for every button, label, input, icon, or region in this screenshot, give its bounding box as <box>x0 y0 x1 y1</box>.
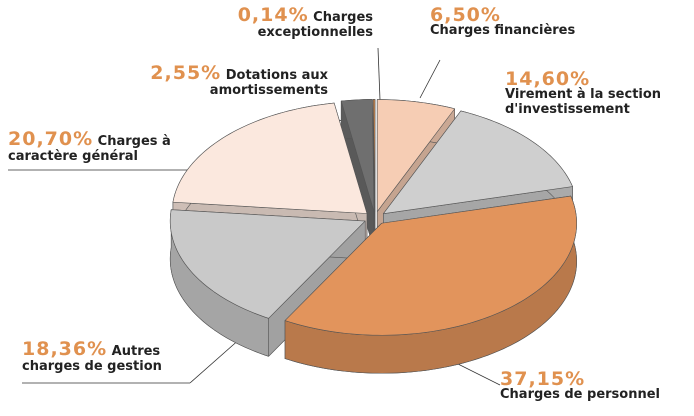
category-label: Charges de personnel <box>500 387 660 402</box>
value-label: 6,50% <box>430 4 501 26</box>
category-label: Autres charges de gestion <box>22 344 162 374</box>
slice-label: 6,50% Charges financières <box>430 4 650 39</box>
leader <box>419 59 441 99</box>
slice-top <box>376 99 455 212</box>
slice-top <box>383 110 573 215</box>
value-label: 18,36% <box>22 338 108 360</box>
category-label: Charges exceptionnelles <box>257 10 373 40</box>
slice-top <box>284 195 577 336</box>
category-label: Virement à la section d'investissement <box>505 87 662 117</box>
slice-label: 2,55% Dotations aux amortissements <box>100 64 328 99</box>
slice-top <box>372 99 376 212</box>
pie <box>169 99 577 374</box>
slice <box>169 209 366 357</box>
category-label: Charges financières <box>430 23 576 38</box>
slice-label: 14,60% Virement à la section d'investiss… <box>505 68 694 118</box>
value-label: 2,55% <box>150 62 222 84</box>
slice-label: 20,70% Charges à caractère général <box>8 130 198 165</box>
value-label: 20,70% <box>8 128 94 150</box>
leader <box>377 47 381 101</box>
category-label: Charges à caractère général <box>8 134 171 164</box>
slice-label: 0,14% Charges exceptionnelles <box>205 6 373 41</box>
category-label: Dotations aux amortissements <box>209 68 328 98</box>
slice-top <box>340 99 375 212</box>
slice-top <box>172 102 368 214</box>
slice-label: 37,15% Charges de personnel <box>500 368 694 403</box>
slice-top <box>169 209 366 319</box>
value-label: 14,60% <box>505 68 591 90</box>
slice <box>284 195 577 374</box>
value-label: 37,15% <box>500 368 586 390</box>
slice-label: 18,36% Autres charges de gestion <box>22 340 197 375</box>
value-label: 0,14% <box>237 4 309 26</box>
